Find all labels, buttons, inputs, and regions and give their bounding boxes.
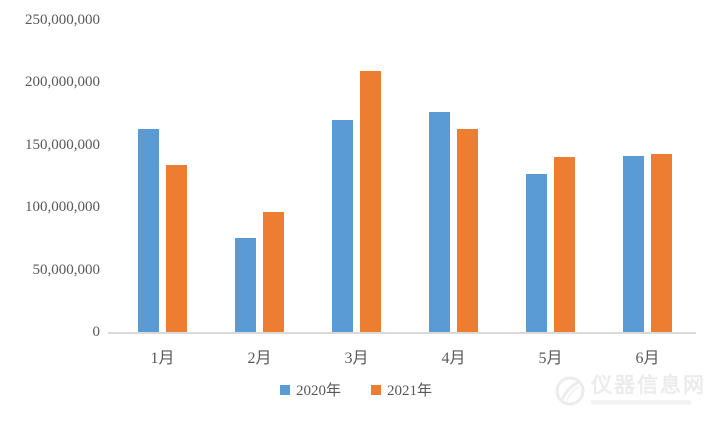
watermark-subline	[591, 400, 691, 405]
bar-2021年-4月	[457, 128, 478, 332]
legend-label: 2021年	[387, 383, 433, 399]
x-axis-label-5月: 5月	[538, 350, 563, 367]
legend-label: 2020年	[295, 383, 341, 399]
legend-swatch-icon	[279, 384, 290, 395]
legend-swatch-icon	[371, 384, 381, 395]
bar-2021年-3月	[360, 71, 381, 332]
y-tick-label: 100,000,000	[25, 199, 100, 216]
bar-group-2月	[211, 20, 308, 332]
bar-2020年-1月	[138, 128, 159, 332]
legend-item-2021年: 2021年	[371, 379, 432, 400]
bar-2021年-1月	[166, 164, 187, 332]
bar-2021年-2月	[263, 212, 284, 332]
bar-group-6月	[599, 20, 696, 332]
x-axis-label-6月: 6月	[635, 350, 660, 367]
bar-2020年-6月	[623, 156, 644, 332]
x-axis: 1月 2月 3月 4月 5月 6月	[114, 344, 696, 368]
x-axis-label-4月: 4月	[441, 350, 466, 367]
bar-groups	[114, 20, 696, 332]
y-tick-label: 0	[92, 324, 101, 340]
y-axis: 0 50,000,000 100,000,000 150,000,000 200,000…	[0, 0, 100, 424]
bar-2020年-3月	[332, 119, 353, 332]
x-axis-line	[108, 332, 696, 334]
bar-group-5月	[502, 20, 599, 332]
bar-2020年-2月	[235, 238, 256, 332]
bar-2021年-6月	[651, 153, 672, 332]
bar-group-1月	[114, 20, 211, 332]
x-axis-label-3月: 3月	[344, 350, 369, 367]
legend-item-2020年: 2020年	[279, 379, 341, 400]
y-tick-label: 150,000,000	[25, 136, 100, 153]
y-tick-label: 200,000,000	[25, 74, 100, 91]
x-axis-label-2月: 2月	[247, 350, 272, 367]
bar-group-3月	[308, 20, 405, 332]
bar-2020年-4月	[429, 112, 450, 332]
x-axis-label-1月: 1月	[150, 350, 175, 367]
bar-group-4月	[405, 20, 502, 332]
legend: 2020年 2021年	[0, 379, 712, 400]
bar-2021年-5月	[554, 157, 575, 332]
y-tick-label: 250,000,000	[25, 12, 100, 28]
y-tick-label: 50,000,000	[32, 261, 101, 278]
bar-2020年-5月	[526, 173, 547, 332]
plot-area	[114, 20, 696, 332]
